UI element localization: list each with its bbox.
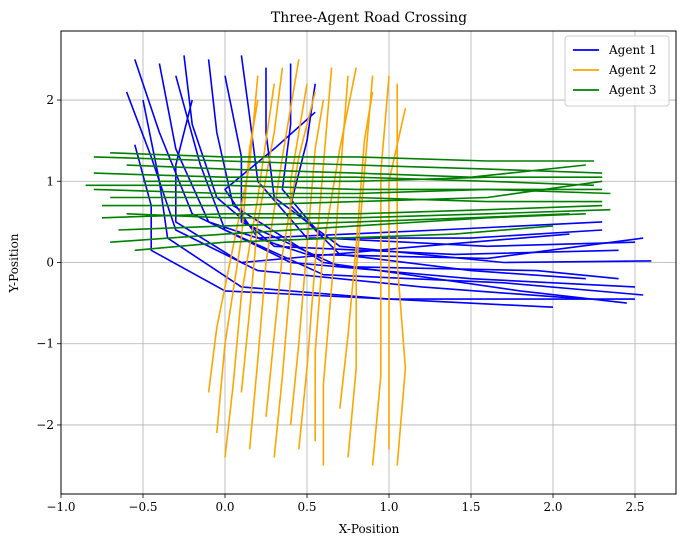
trajectory-line xyxy=(93,172,595,187)
trajectory-line xyxy=(118,213,570,231)
trajectory-line xyxy=(396,83,407,466)
trajectory-line xyxy=(134,225,554,252)
x-tick-label: −0.5 xyxy=(128,500,157,514)
trajectory-line xyxy=(134,59,636,288)
trajectory-line xyxy=(134,144,635,300)
y-axis-ticks: −2 −1 0 1 2 xyxy=(36,93,61,432)
trajectory-line xyxy=(143,176,603,183)
trajectory-line xyxy=(224,83,275,458)
x-tick-label: −1.0 xyxy=(46,500,75,514)
x-tick-label: 1.0 xyxy=(379,500,398,514)
trajectory-line xyxy=(110,196,603,203)
legend-box xyxy=(564,35,670,107)
series-2-trajectories xyxy=(207,59,407,466)
trajectory-line xyxy=(142,99,554,308)
trajectory-line xyxy=(289,83,586,280)
trajectory-line xyxy=(125,91,586,300)
legend-label: Agent 3 xyxy=(608,83,656,97)
trajectory-line xyxy=(216,99,259,434)
x-tick-label: 2.0 xyxy=(543,500,562,514)
plot-area xyxy=(85,55,652,466)
trajectory-line xyxy=(265,91,316,417)
trajectory-line xyxy=(110,152,594,162)
trajectory-line xyxy=(175,75,644,296)
trajectory-line xyxy=(207,59,627,304)
series-3-trajectories xyxy=(85,152,611,252)
trajectory-line xyxy=(371,75,390,466)
y-axis-label: Y-Position xyxy=(7,233,21,293)
trajectory-line xyxy=(240,67,284,393)
y-tick-label: 0 xyxy=(46,256,54,270)
trajectory-line xyxy=(248,59,300,450)
chart-title: Three-Agent Road Crossing xyxy=(271,10,467,26)
trajectory-line xyxy=(388,108,407,450)
y-tick-label: −1 xyxy=(36,337,54,351)
x-tick-label: 0.5 xyxy=(297,500,316,514)
trajectory-line xyxy=(322,75,349,466)
legend-label: Agent 2 xyxy=(608,63,656,77)
trajectory-line xyxy=(240,55,603,239)
x-tick-label: 0.0 xyxy=(215,500,234,514)
y-tick-label: 1 xyxy=(46,174,54,188)
legend-label: Agent 1 xyxy=(608,43,656,57)
x-axis-ticks: −1.0 −0.5 0.0 0.5 1.0 1.5 2.0 2.5 xyxy=(46,494,645,514)
trajectory-line xyxy=(314,67,357,442)
trajectory-line xyxy=(339,91,374,409)
trajectory-line xyxy=(347,75,374,458)
trajectory-line xyxy=(126,208,611,219)
y-tick-label: 2 xyxy=(46,93,54,107)
y-tick-label: −2 xyxy=(36,418,54,432)
x-tick-label: 2.5 xyxy=(625,500,644,514)
trajectory-line xyxy=(289,99,325,426)
trajectory-line xyxy=(101,204,603,219)
trajectory-line xyxy=(93,188,603,195)
trajectory-line xyxy=(175,99,570,264)
trajectory-line xyxy=(85,184,611,195)
trajectory-line xyxy=(273,83,308,458)
legend: Agent 1 Agent 2 Agent 3 xyxy=(564,35,670,107)
trajectory-line xyxy=(102,180,603,207)
trajectory-line xyxy=(298,67,333,450)
x-tick-label: 1.5 xyxy=(461,500,480,514)
trajectory-line xyxy=(126,164,586,178)
x-axis-label: X-Position xyxy=(339,522,400,536)
trajectory-line xyxy=(93,156,603,174)
trajectory-line xyxy=(183,55,619,256)
